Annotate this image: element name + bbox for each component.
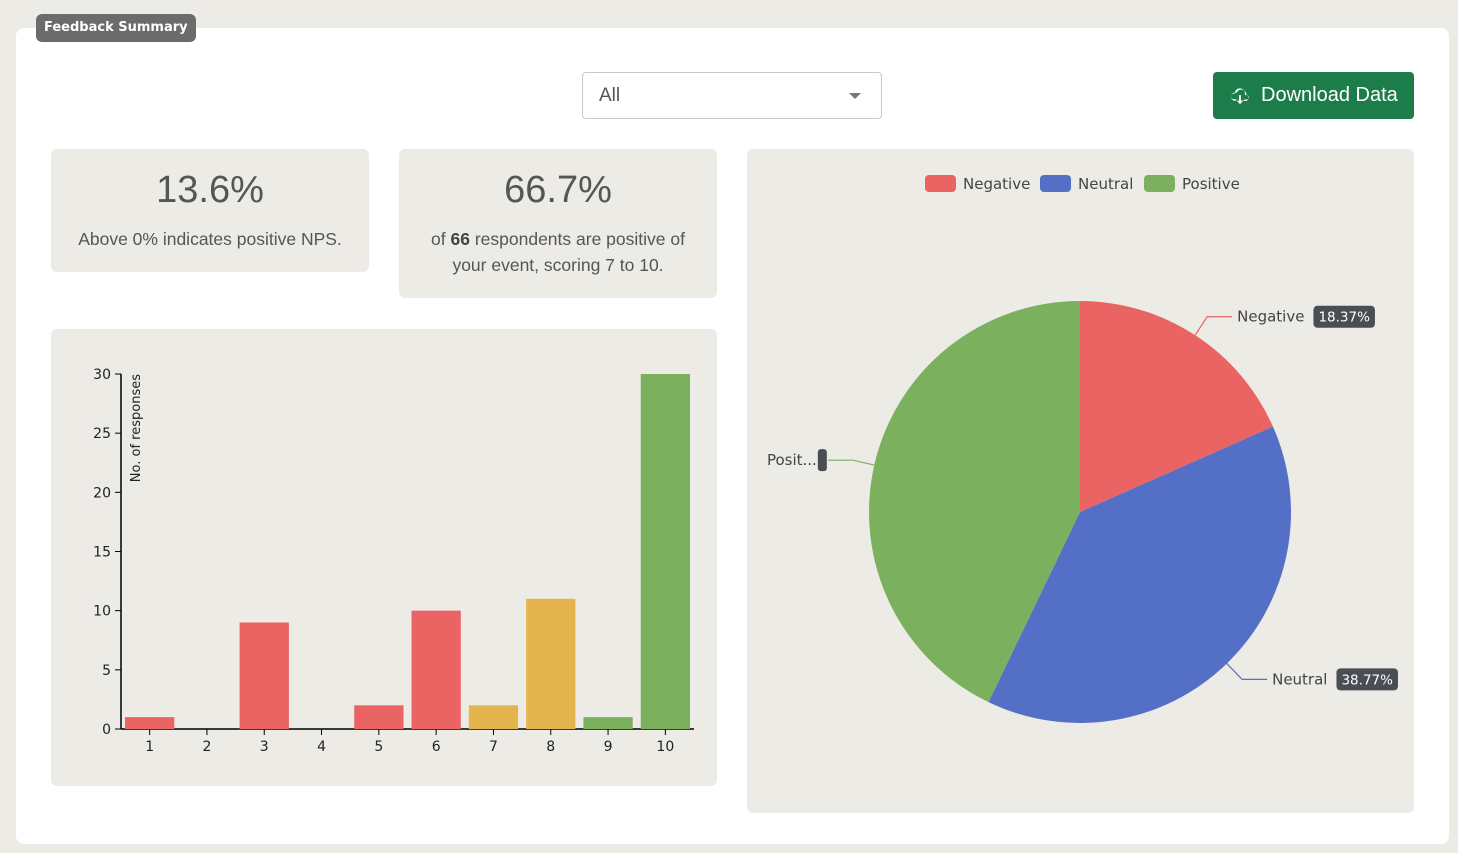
- bar: [354, 705, 404, 729]
- x-tick-label: 4: [317, 739, 326, 755]
- download-data-button[interactable]: Download Data: [1213, 72, 1414, 119]
- nps-score-description: Above 0% indicates positive NPS.: [78, 229, 342, 249]
- y-axis-label: No. of responses: [129, 374, 144, 482]
- x-tick-label: 1: [145, 739, 154, 755]
- score-distribution-bar-chart: 0 5 10 15 20 25 30 No. of responses 1 2 3 4 5 6 7 8 9 10: [93, 367, 694, 755]
- x-tick-label: 9: [604, 739, 613, 755]
- pie-slice-label: Posit...: [767, 451, 817, 469]
- bar: [640, 374, 690, 729]
- positive-share-value: 66.7%: [504, 169, 612, 211]
- sentiment-pie-chart: Negative Neutral Positive Negative 18.37% Neu…: [767, 175, 1398, 723]
- positive-share-text-pre: of: [431, 229, 451, 249]
- score-distribution-card: 0 5 10 15 20 25 30 No. of responses 1 2 3 4 5 6 7 8 9 10: [51, 329, 717, 786]
- cloud-download-icon: [1230, 87, 1249, 104]
- pie-slice-label: Neutral: [1272, 670, 1327, 688]
- y-tick-label: 30: [93, 367, 111, 383]
- positive-share-text-line2: your event, scoring 7 to 10.: [452, 255, 664, 275]
- x-tick-label: 10: [656, 739, 674, 755]
- legend-label: Negative: [963, 175, 1030, 193]
- y-tick-label: 25: [93, 426, 111, 442]
- pie-percent-badge: [817, 449, 827, 472]
- nps-score-value: 13.6%: [156, 169, 264, 211]
- positive-share-card: 66.7% of 66 respondents are positive of …: [399, 149, 717, 298]
- bar: [526, 598, 576, 729]
- download-data-label: Download Data: [1261, 84, 1398, 106]
- sentiment-card: Negative Neutral Positive Negative 18.37% Neu…: [747, 149, 1414, 813]
- filter-select[interactable]: All: [582, 72, 882, 119]
- legend-swatch: [1040, 175, 1071, 192]
- bar: [468, 705, 519, 729]
- positive-share-text-mid: respondents are positive of: [469, 229, 685, 249]
- filter-select-value: All: [599, 85, 621, 106]
- y-tick-label: 20: [93, 485, 111, 501]
- bar: [583, 717, 633, 729]
- pie-percent-badge: [1336, 668, 1398, 691]
- legend-swatch: [925, 175, 956, 192]
- panel-title-tag: Feedback Summary: [36, 14, 196, 42]
- positive-share-description: of 66 respondents are positive of your e…: [399, 226, 717, 278]
- y-tick-label: 15: [93, 545, 111, 561]
- pie-slice-percent: 38.77%: [1341, 672, 1393, 688]
- x-tick-label: 8: [546, 739, 555, 755]
- pie-slice: [1080, 301, 1273, 512]
- pie-leader-line: [1226, 663, 1268, 680]
- caret-down-icon: [849, 93, 861, 99]
- pie-slice-percent: 18.37%: [1318, 310, 1370, 326]
- legend-swatch: [1144, 175, 1175, 192]
- legend-label: Positive: [1182, 175, 1240, 193]
- x-tick-label: 5: [374, 739, 383, 755]
- pie-percent-badge: [1313, 305, 1375, 328]
- bar: [239, 622, 289, 729]
- x-tick-label: 6: [432, 739, 441, 755]
- bar: [125, 717, 175, 729]
- bar: [411, 610, 461, 729]
- legend-label: Neutral: [1078, 175, 1133, 193]
- x-tick-label: 2: [202, 739, 211, 755]
- respondent-count: 66: [450, 229, 470, 249]
- x-tick-label: 7: [489, 739, 498, 755]
- x-tick-label: 3: [260, 739, 269, 755]
- pie-slice-label: Negative: [1237, 308, 1304, 326]
- y-tick-label: 0: [102, 722, 111, 738]
- y-tick-label: 5: [102, 663, 111, 679]
- nps-score-card: 13.6% Above 0% indicates positive NPS.: [51, 149, 369, 272]
- pie-slice: [869, 301, 1080, 703]
- y-tick-label: 10: [93, 604, 111, 620]
- pie-leader-line: [827, 459, 875, 466]
- pie-slice: [988, 426, 1291, 723]
- pie-leader-line: [1194, 316, 1233, 336]
